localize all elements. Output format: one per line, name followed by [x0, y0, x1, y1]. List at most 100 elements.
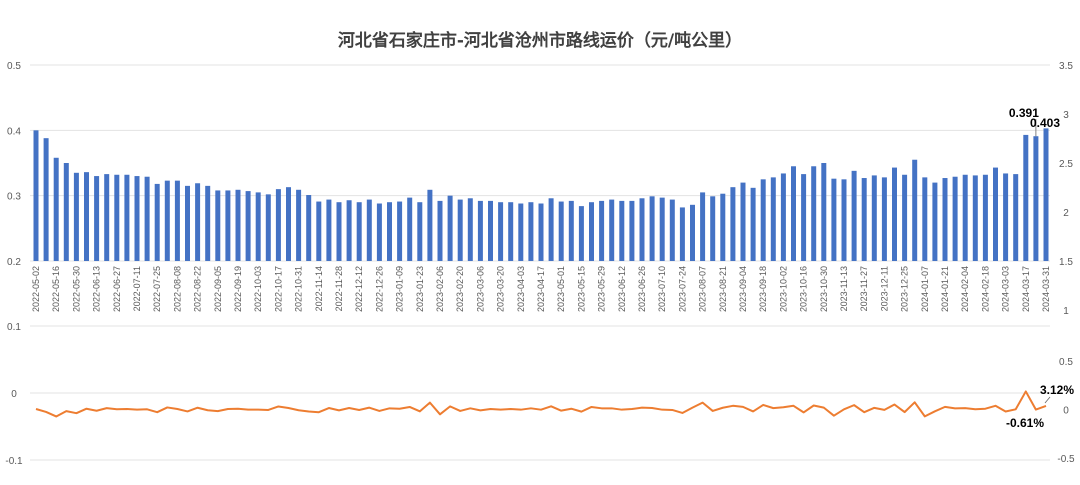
bar	[73, 172, 79, 261]
bar	[235, 189, 241, 261]
bar	[488, 200, 493, 261]
bar	[982, 174, 988, 261]
bar	[336, 202, 342, 261]
change-line	[35, 390, 1047, 418]
bar	[477, 200, 483, 261]
bar	[791, 166, 796, 261]
x-tick-label: 2024-01-07	[920, 266, 930, 312]
bar	[43, 138, 49, 261]
bar	[902, 174, 908, 261]
bar	[447, 195, 453, 261]
bar	[144, 176, 150, 261]
bar	[892, 167, 897, 261]
x-tick-label: 2022-11-14	[314, 266, 324, 311]
bar	[387, 202, 392, 261]
bar	[558, 201, 564, 261]
x-tick-label: 2022-10-17	[273, 266, 283, 312]
bar	[215, 190, 221, 261]
bar	[538, 203, 544, 261]
bar	[669, 199, 675, 261]
bar	[53, 157, 59, 261]
bar	[326, 199, 332, 261]
bar	[962, 174, 968, 261]
bar	[609, 199, 615, 261]
leader-line	[1044, 396, 1051, 404]
bar	[922, 177, 928, 261]
bar	[589, 202, 594, 261]
x-tick-label: 2023-03-20	[496, 266, 506, 312]
bar	[124, 174, 130, 261]
bar-data-label: 0.403	[1030, 116, 1060, 130]
x-tick-label: 2022-10-03	[253, 266, 263, 312]
bar	[528, 202, 534, 261]
x-tick-label: 2023-04-17	[536, 266, 546, 312]
bar	[195, 183, 201, 261]
bar	[639, 198, 645, 261]
x-tick-label: 2023-08-07	[698, 266, 708, 312]
bar	[225, 190, 231, 261]
bar	[730, 187, 736, 261]
x-tick-label: 2023-11-13	[839, 266, 849, 311]
line-data-label: -0.61%	[1006, 416, 1044, 430]
y-left-tick: 0	[11, 389, 17, 400]
x-tick-label: 2023-10-30	[819, 266, 829, 312]
bar	[114, 174, 120, 261]
x-tick-label: 2022-06-27	[112, 266, 122, 312]
x-tick-label: 2024-02-18	[980, 266, 990, 312]
bar	[366, 199, 372, 261]
bar	[649, 196, 655, 261]
x-tick-label: 2024-02-04	[960, 266, 970, 312]
x-tick-label: 2022-10-31	[294, 266, 304, 312]
y-right-tick: 0.5	[1059, 357, 1073, 368]
bar	[972, 175, 978, 261]
bar	[356, 202, 362, 261]
bar	[407, 197, 413, 261]
y-right-tick: 3	[1063, 110, 1069, 121]
bar	[881, 177, 887, 261]
x-tick-label: 2022-12-26	[374, 266, 384, 312]
bar	[548, 198, 554, 261]
bar	[679, 207, 685, 261]
x-tick-label: 2023-12-25	[900, 266, 910, 312]
bar	[821, 163, 827, 261]
x-tick-label: 2022-07-11	[132, 266, 142, 311]
bar	[94, 176, 100, 261]
bar	[346, 200, 352, 261]
y-right-tick: 1	[1063, 306, 1069, 317]
bar	[508, 202, 514, 261]
bar	[700, 192, 706, 261]
bar	[174, 180, 180, 261]
y-right-tick: 2.5	[1059, 159, 1073, 170]
bar	[568, 200, 574, 261]
bar	[861, 178, 867, 261]
y-left-tick: 0.4	[7, 126, 21, 137]
bar	[710, 196, 716, 261]
x-tick-label: 2022-05-16	[51, 266, 61, 312]
bar	[932, 182, 938, 261]
bar	[245, 191, 251, 261]
y-left-tick: 0.2	[7, 257, 21, 268]
bar	[1033, 136, 1039, 261]
bar	[316, 201, 322, 261]
bar	[720, 193, 726, 261]
bar	[296, 189, 302, 261]
y-right-tick: 0	[1063, 406, 1069, 417]
bar	[286, 187, 291, 261]
x-tick-label: 2022-09-19	[233, 266, 243, 312]
y-right-tick: 3.5	[1059, 61, 1073, 72]
x-tick-label: 2024-03-17	[1021, 266, 1031, 312]
bar	[1013, 174, 1019, 261]
bar	[63, 163, 69, 261]
x-tick-label: 2022-05-02	[31, 266, 41, 312]
bar	[770, 177, 776, 261]
x-tick-label: 2023-10-02	[778, 266, 788, 312]
x-tick-label: 2022-09-05	[213, 266, 223, 312]
x-tick-label: 2023-02-20	[455, 266, 465, 312]
bar	[760, 179, 766, 261]
x-tick-label: 2023-03-06	[475, 266, 485, 312]
y-left-tick: 0.1	[7, 322, 21, 333]
x-tick-label: 2023-10-16	[799, 266, 809, 312]
y-right-tick: -0.5	[1057, 454, 1075, 465]
x-tick-label: 2022-05-30	[71, 266, 81, 312]
bar	[912, 159, 918, 261]
